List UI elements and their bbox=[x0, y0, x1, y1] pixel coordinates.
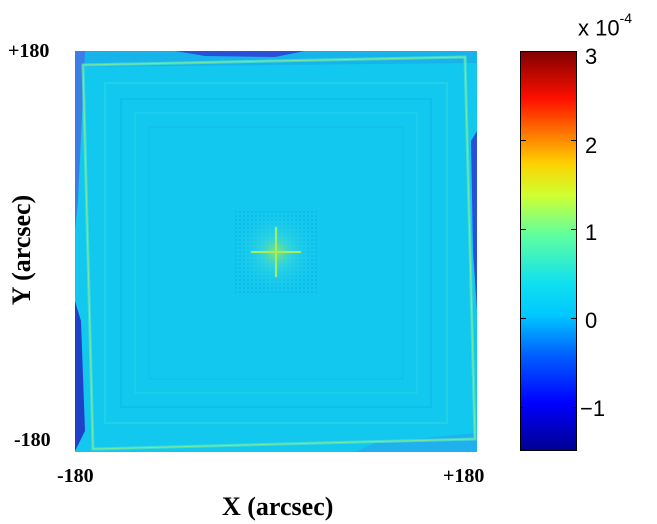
heatmap-corner-top bbox=[175, 51, 305, 57]
colorbar-tick-mark-4-l bbox=[520, 406, 526, 408]
colorbar-tick-mark-2-r bbox=[571, 228, 577, 230]
heatmap-edge-bottom bbox=[355, 433, 477, 452]
x-tick-left: -180 bbox=[57, 465, 94, 487]
heatmap-ring-4 bbox=[148, 126, 404, 380]
colorbar-tick-mark-0-r bbox=[571, 51, 577, 52]
heatmap-field bbox=[75, 51, 477, 452]
colorbar-tick-mark-1-r bbox=[571, 139, 577, 141]
heatmap-corner-bottom-left bbox=[75, 301, 85, 451]
heatmap-ring-1 bbox=[104, 82, 448, 424]
colorbar-tick-mark-0-l bbox=[520, 51, 526, 52]
colorbar-tick-mark-3-r bbox=[571, 317, 577, 319]
colorbar-tick-mark-2-l bbox=[520, 228, 526, 230]
colorbar bbox=[520, 51, 577, 451]
colorbar-gradient bbox=[520, 51, 577, 451]
y-tick-top: +180 bbox=[8, 40, 50, 62]
colorbar-tick-mark-3-l bbox=[520, 317, 526, 319]
heatmap-image bbox=[75, 51, 477, 452]
colorbar-tick-label-neg1: −1 bbox=[580, 396, 606, 421]
y-tick-bottom: -180 bbox=[14, 429, 51, 451]
colorbar-tick-label-0: 0 bbox=[585, 308, 598, 333]
y-axis-label: Y (arcsec) bbox=[7, 194, 36, 306]
heatmap-rotated-frame-highlight bbox=[82, 56, 476, 450]
heatmap-ring-3 bbox=[134, 112, 418, 394]
colorbar-multiplier-base: x 10 bbox=[578, 15, 620, 41]
colorbar-tick-label-3: 3 bbox=[585, 44, 598, 69]
colorbar-tick-mark-4-r bbox=[571, 406, 577, 408]
colorbar-multiplier: x 10-4 bbox=[578, 10, 632, 41]
colorbar-multiplier-exponent: -4 bbox=[619, 10, 633, 26]
colorbar-tick-mark-1-l bbox=[520, 139, 526, 141]
colorbar-tick-label-1: 1 bbox=[585, 220, 598, 245]
colorbar-tick-label-2: 2 bbox=[585, 133, 598, 158]
x-axis-label: X (arcsec) bbox=[222, 492, 334, 521]
x-tick-right: +180 bbox=[443, 465, 485, 487]
heatmap-corner-right bbox=[471, 131, 477, 311]
heatmap-ring-2 bbox=[120, 98, 432, 408]
